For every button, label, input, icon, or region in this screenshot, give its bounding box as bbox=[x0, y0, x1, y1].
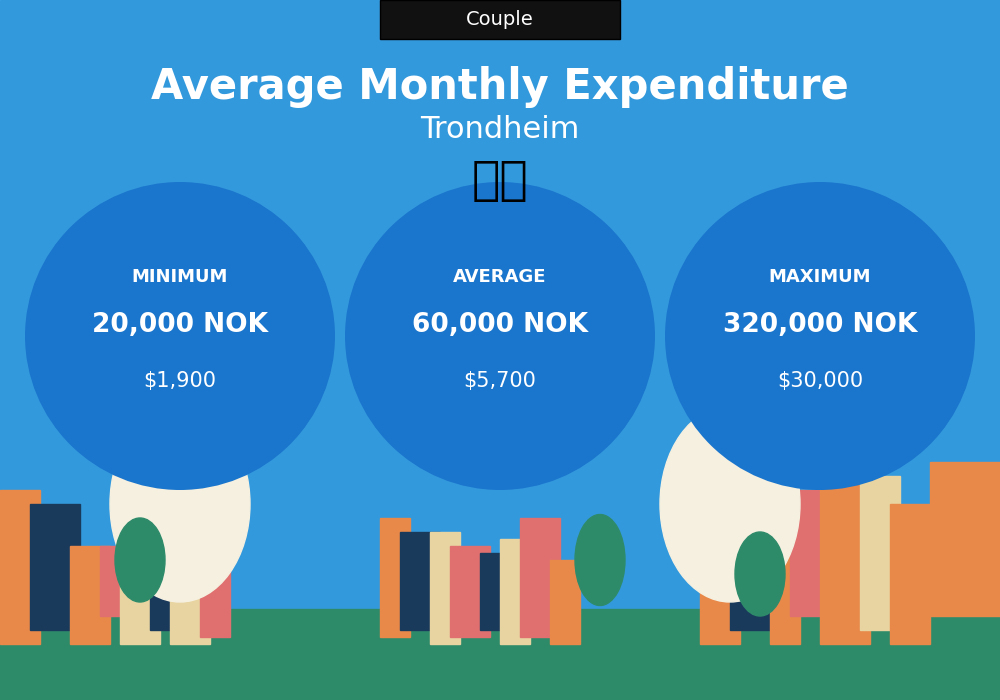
Text: MAXIMUM: MAXIMUM bbox=[769, 267, 871, 286]
Bar bbox=[480, 553, 510, 630]
Bar bbox=[550, 560, 580, 644]
Text: AVERAGE: AVERAGE bbox=[453, 267, 547, 286]
Text: Trondheim: Trondheim bbox=[420, 115, 580, 144]
Ellipse shape bbox=[25, 182, 335, 490]
Bar bbox=[770, 532, 800, 644]
Text: 20,000 NOK: 20,000 NOK bbox=[92, 312, 268, 339]
Text: $1,900: $1,900 bbox=[144, 372, 216, 391]
FancyBboxPatch shape bbox=[380, 0, 620, 38]
Bar bbox=[70, 546, 110, 644]
Ellipse shape bbox=[660, 406, 800, 602]
Bar bbox=[700, 504, 740, 644]
Bar bbox=[400, 532, 440, 630]
Bar bbox=[0, 609, 1000, 700]
Bar bbox=[30, 504, 80, 630]
Ellipse shape bbox=[575, 514, 625, 606]
Bar bbox=[380, 518, 410, 637]
Bar bbox=[520, 518, 560, 637]
Text: Average Monthly Expenditure: Average Monthly Expenditure bbox=[151, 66, 849, 108]
Text: 320,000 NOK: 320,000 NOK bbox=[723, 312, 917, 339]
Bar bbox=[730, 476, 780, 630]
Text: $30,000: $30,000 bbox=[777, 372, 863, 391]
Text: Couple: Couple bbox=[466, 10, 534, 29]
Bar bbox=[0, 490, 40, 644]
Ellipse shape bbox=[735, 532, 785, 616]
Bar bbox=[120, 532, 160, 644]
Bar bbox=[150, 546, 180, 630]
Text: 60,000 NOK: 60,000 NOK bbox=[412, 312, 588, 339]
Text: 🇳🇴: 🇳🇴 bbox=[472, 160, 528, 204]
Text: $5,700: $5,700 bbox=[464, 372, 536, 391]
Ellipse shape bbox=[345, 182, 655, 490]
Ellipse shape bbox=[110, 406, 250, 602]
Bar bbox=[500, 539, 530, 644]
Bar bbox=[100, 546, 130, 616]
Bar bbox=[930, 462, 1000, 616]
Bar bbox=[790, 490, 830, 616]
Bar bbox=[430, 532, 460, 644]
Bar bbox=[860, 476, 900, 630]
Bar bbox=[200, 546, 230, 637]
Text: MINIMUM: MINIMUM bbox=[132, 267, 228, 286]
Bar bbox=[890, 504, 930, 644]
Bar bbox=[450, 546, 490, 637]
Ellipse shape bbox=[115, 518, 165, 602]
Bar bbox=[170, 539, 210, 644]
Bar bbox=[820, 476, 870, 644]
Ellipse shape bbox=[665, 182, 975, 490]
